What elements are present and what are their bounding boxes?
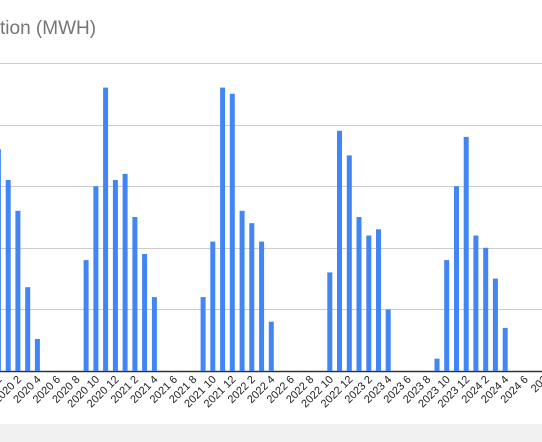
bar: [210, 241, 216, 371]
gridlines: [0, 63, 542, 373]
bar: [151, 297, 157, 371]
bar: [259, 241, 265, 371]
bar: [434, 358, 440, 371]
bar: [376, 229, 381, 371]
bar: [112, 180, 118, 371]
bar: [473, 235, 479, 371]
chart-title: tion (MWH): [0, 18, 97, 39]
bars: [0, 87, 508, 372]
bar: [356, 217, 362, 371]
bar: [0, 149, 1, 371]
bar: [142, 254, 148, 371]
bar: [83, 260, 89, 371]
x-tick-label: 2: [0, 374, 5, 387]
bar: [103, 87, 109, 371]
bar: [249, 223, 255, 371]
bar: [454, 186, 459, 371]
bar: [25, 287, 31, 371]
bar: [463, 136, 469, 371]
bar: [268, 321, 274, 371]
bar: [502, 327, 508, 371]
bar: [483, 247, 489, 371]
chart-footer-strip: [0, 424, 542, 442]
bar: [132, 217, 138, 371]
bar: [15, 210, 21, 371]
bar: [337, 130, 342, 371]
bar: [346, 155, 352, 371]
bar: [492, 278, 498, 371]
bar: [229, 93, 235, 372]
bar: [327, 272, 333, 371]
bar: [385, 309, 391, 371]
bar: [34, 339, 40, 371]
bar: [5, 180, 11, 371]
x-tick-label: 202: [529, 374, 542, 395]
bar: [444, 260, 450, 371]
bar: [239, 210, 245, 371]
bar: [93, 186, 99, 371]
bar: [366, 235, 372, 371]
bar: [220, 87, 226, 371]
bar: [122, 173, 128, 371]
bar: [200, 297, 206, 371]
